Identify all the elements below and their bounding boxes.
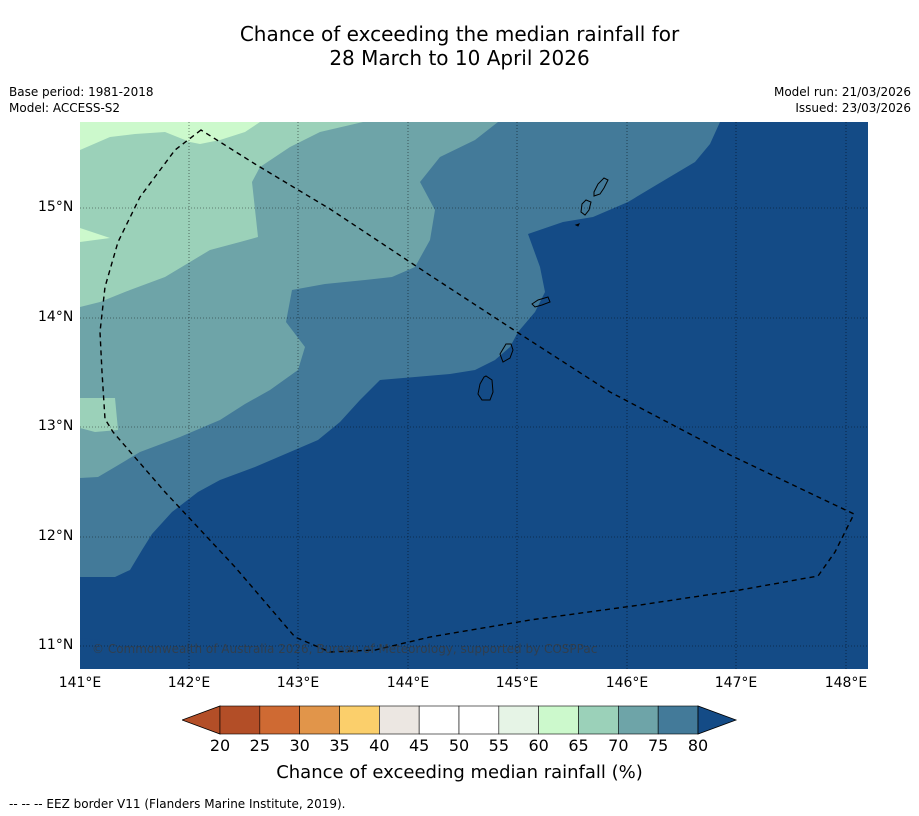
colorbar-tick-75: 75: [647, 736, 669, 755]
colorbar-tick-50: 50: [448, 736, 470, 755]
colorbar-tick-40: 40: [369, 736, 390, 755]
island-tinian: [580, 199, 592, 216]
lon-label-146e: 146°E: [605, 675, 649, 691]
colorbar-cell-55-60: [498, 705, 539, 735]
colorbar-cell-70-75: [618, 705, 659, 735]
meta-right: Model run: 21/03/2026 Issued: 23/03/2026: [774, 84, 911, 116]
colorbar-cell-40-45: [379, 705, 420, 735]
copyright-notice: © Commonwealth of Australia 2026, Bureau…: [92, 642, 598, 656]
region-60-65-left: [80, 228, 110, 242]
colorbar-cell-65-70: [578, 705, 619, 735]
lon-label-142e: 142°E: [167, 675, 211, 691]
model-name: Model: ACCESS-S2: [9, 101, 121, 115]
colorbar-tick-55: 55: [488, 736, 509, 755]
colorbar-cell-60-65: [538, 705, 579, 735]
colorbar-cell-30-35: [299, 705, 340, 735]
eez-footnote: -- -- -- EEZ border V11 (Flanders Marine…: [9, 797, 346, 811]
colorbar-arrow-low: [182, 705, 221, 735]
colorbar-tick-65: 65: [568, 736, 589, 755]
colorbar-tick-60: 60: [528, 736, 549, 755]
colorbar-cell-35-40: [339, 705, 380, 735]
islands: [477, 177, 609, 401]
model-run: Model run: 21/03/2026: [773, 85, 911, 99]
island-aguijan: [574, 223, 580, 227]
island-guam: [477, 343, 514, 401]
lat-label-14n: 14°N: [38, 309, 74, 325]
colorbar-cell-50-55: [458, 705, 500, 735]
lon-label-141e: 141°E: [58, 675, 102, 691]
lon-label-148e: 148°E: [824, 675, 868, 691]
colorbar-cell-45-50: [418, 705, 460, 735]
colorbar-tick-70: 70: [608, 736, 629, 755]
meta-left: Base period: 1981-2018 Model: ACCESS-S2: [9, 84, 154, 116]
lon-label-144e: 144°E: [386, 675, 430, 691]
colorbar-tick-30: 30: [289, 736, 310, 755]
colorbar-arrow-high: [697, 705, 738, 735]
colorbar-title: Chance of exceeding median rainfall (%): [276, 762, 643, 783]
colorbar-cell-75-80: [657, 705, 699, 735]
issued-date: Issued: 23/03/2026: [795, 101, 911, 115]
eez-border: [99, 129, 855, 653]
lat-label-12n: 12°N: [38, 528, 74, 544]
gridlines: [80, 122, 868, 669]
colorbar-tick-45: 45: [408, 736, 430, 755]
title-line-1: Chance of exceeding the median rainfall …: [239, 22, 680, 46]
island-rota: [531, 296, 551, 308]
colorbar-cell-25-30: [259, 705, 300, 735]
region-60-65-top: [80, 122, 260, 150]
lon-label-143e: 143°E: [276, 675, 320, 691]
lat-label-11n: 11°N: [38, 637, 74, 653]
lon-label-147e: 147°E: [714, 675, 758, 691]
lat-label-13n: 13°N: [38, 418, 74, 434]
lon-label-145e: 145°E: [495, 675, 539, 691]
island-saipan: [593, 177, 609, 197]
colorbar-tick-35: 35: [329, 736, 350, 755]
region-65-70: [80, 122, 363, 307]
map-area: [80, 122, 868, 669]
colorbar: [182, 705, 738, 735]
colorbar-tick-80: 80: [687, 736, 709, 755]
title-line-2: 28 March to 10 April 2026: [329, 46, 590, 70]
colorbar-cell-20-25: [219, 705, 261, 735]
colorbar-tick-25: 25: [249, 736, 270, 755]
map-title: Chance of exceeding the median rainfall …: [0, 22, 919, 70]
colorbar-tick-20: 20: [209, 736, 231, 755]
base-period: Base period: 1981-2018: [9, 85, 154, 99]
lat-label-15n: 15°N: [38, 199, 74, 215]
